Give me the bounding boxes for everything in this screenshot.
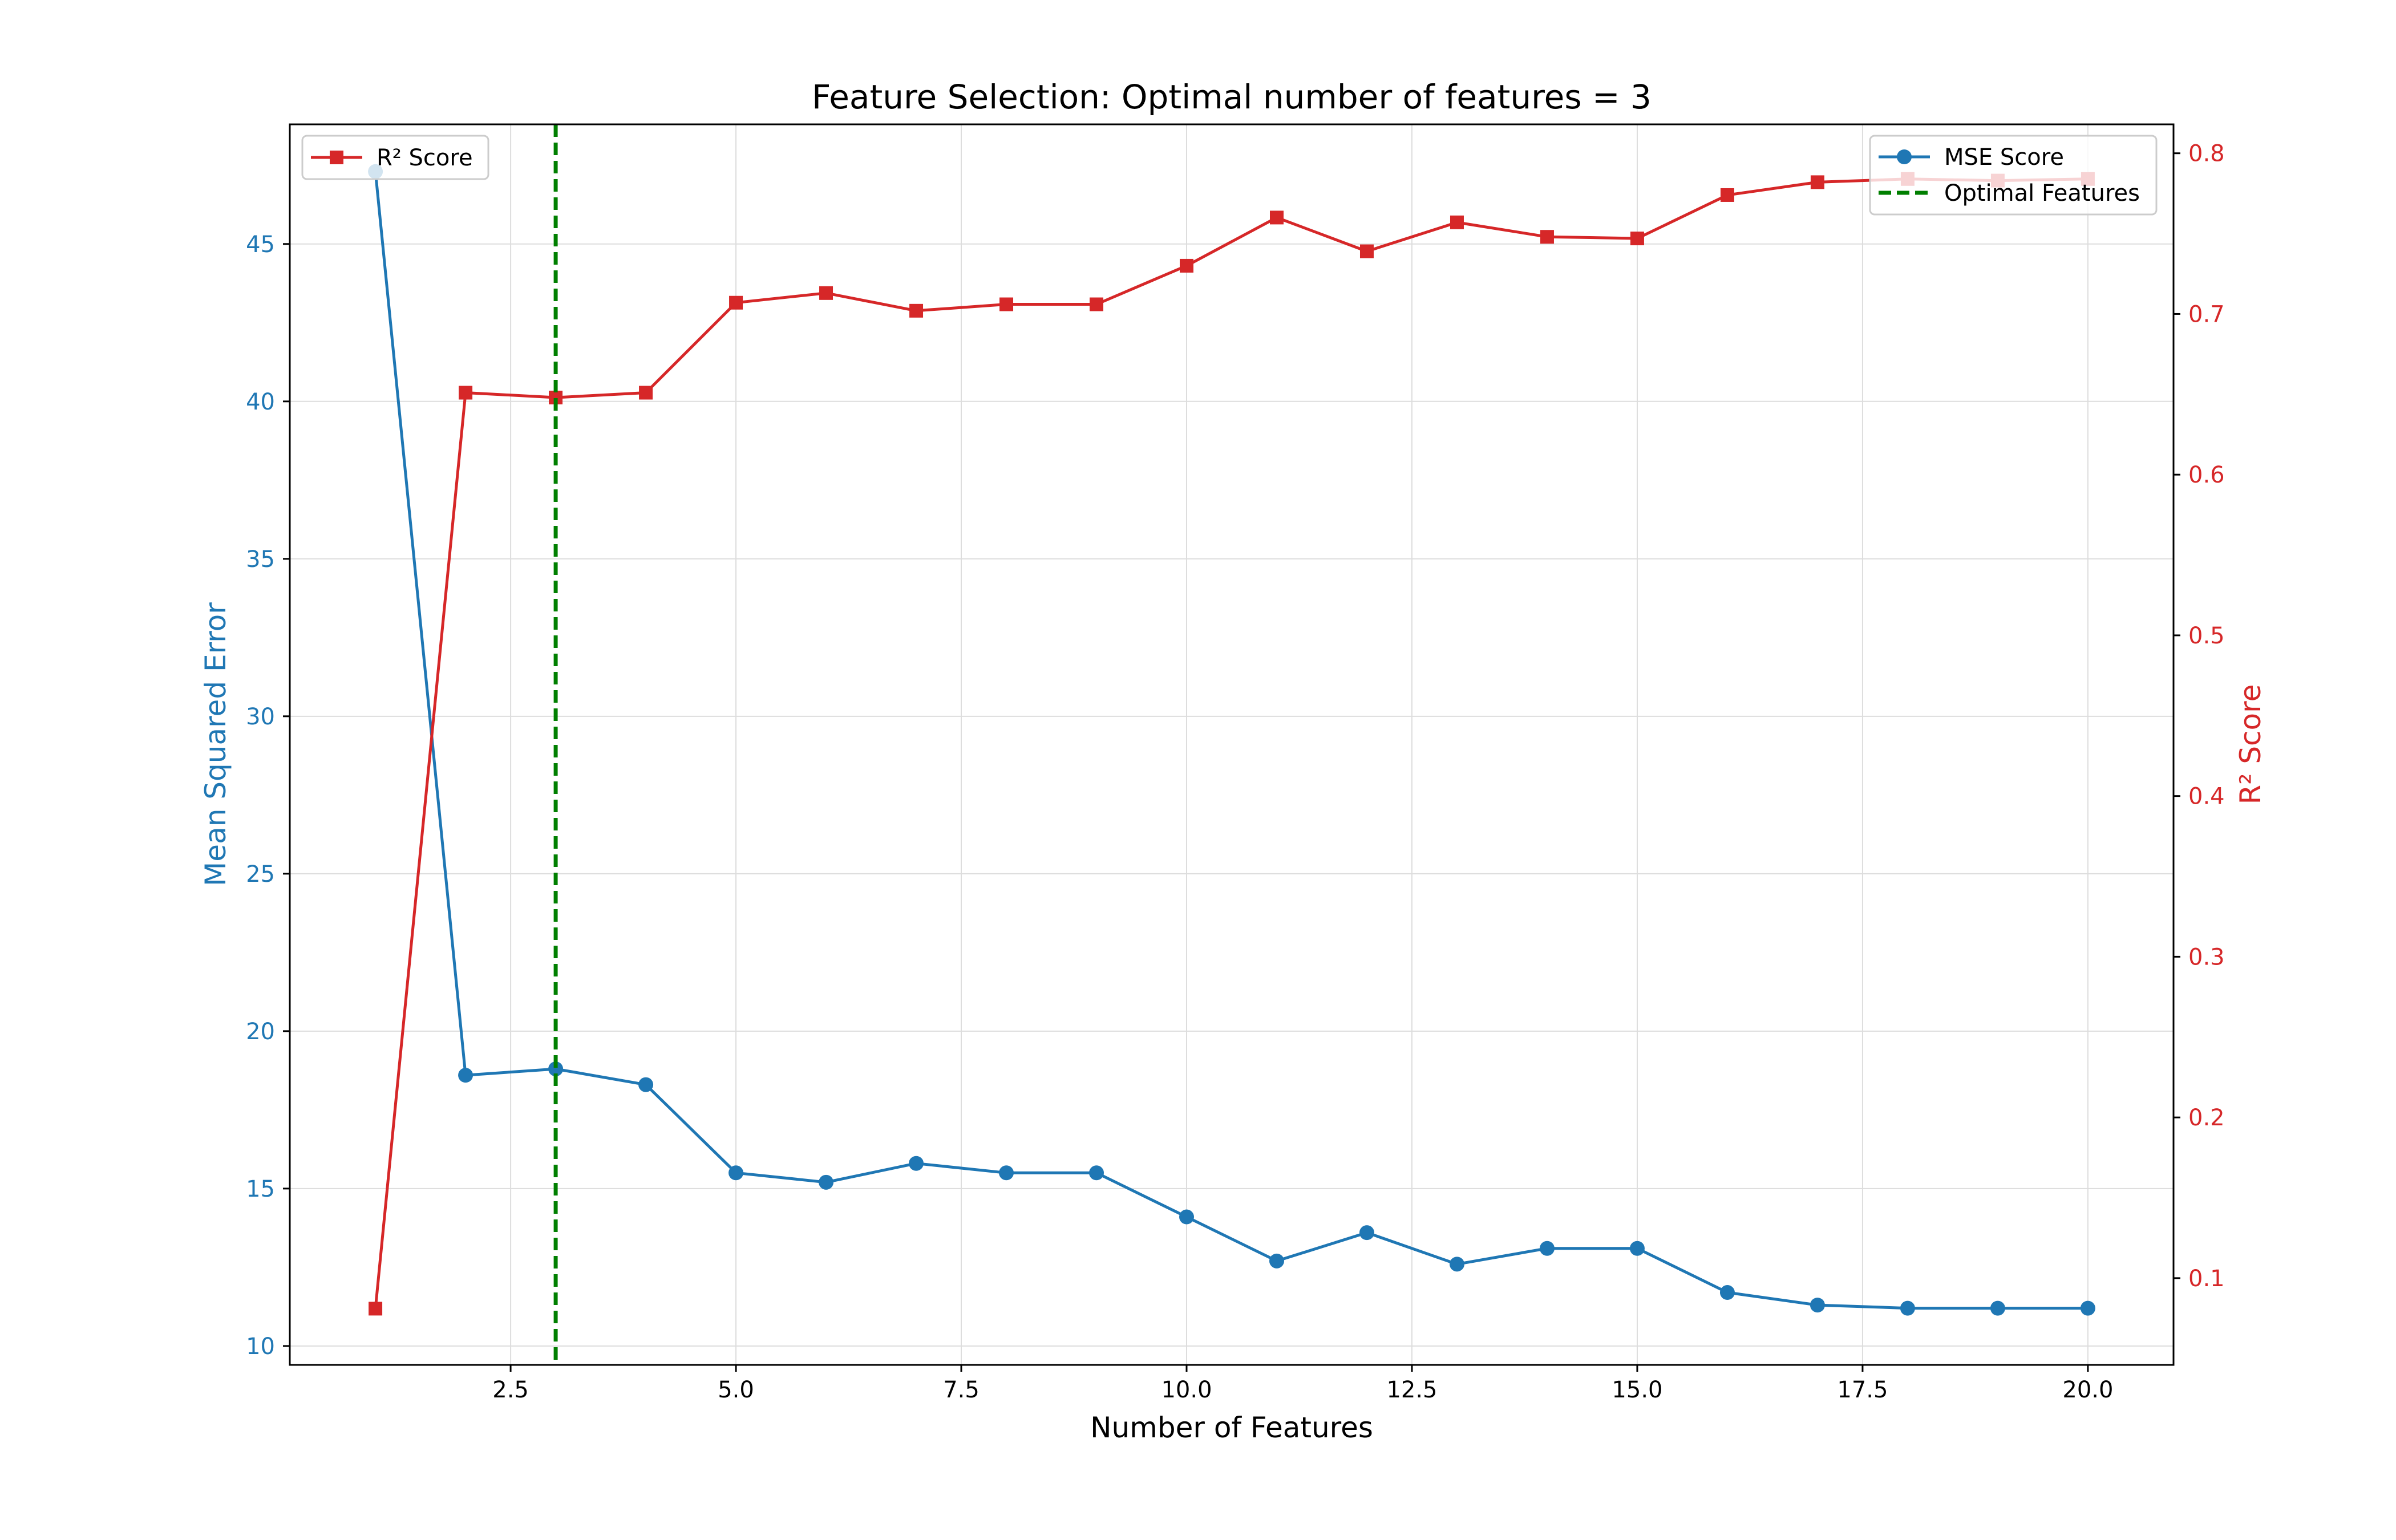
y2-tick-label: 0.5 [2188,623,2225,649]
mse-point [1269,1253,1284,1269]
legend-r2-label: R² Score [377,145,473,171]
mse-point [819,1174,834,1190]
y-tick-label: 30 [246,704,275,730]
legend-right: MSE Score Optimal Features [1869,135,2158,216]
r2-point [1269,210,1284,225]
y-tick-label: 35 [246,546,275,573]
y-tick-label: 25 [246,861,275,887]
y-tick-label: 10 [246,1334,275,1360]
r2-point [369,1302,383,1316]
y2-tick-label: 0.1 [2188,1266,2225,1292]
mse-point [728,1165,744,1181]
y2-tick-label: 0.4 [2188,784,2225,810]
y2-tick-label: 0.3 [2188,944,2225,970]
mse-point [1089,1165,1104,1181]
series-layer [368,124,2095,1365]
mse-point [1719,1285,1735,1300]
r2-point [819,286,833,300]
mse-point [548,1061,564,1077]
x-tick-label: 12.5 [1386,1377,1437,1403]
legend-mse-label: MSE Score [1944,144,2064,171]
legend-optimal-label: Optimal Features [1944,180,2140,206]
mse-point [1629,1241,1645,1256]
plot-frame [289,123,2175,1366]
r2-point [729,295,743,310]
mse-point [1810,1298,1825,1313]
grid-layer [290,124,2174,1365]
mse-point [1539,1241,1555,1256]
ticks-layer: 2.5 5.0 7.5 10.0 12.5 15.0 17.5 20.0 10 15 20 25 30 3… [246,141,2225,1403]
r2-series-line [374,177,2088,1309]
r2-point [639,386,653,400]
legend-r2-marker [330,151,343,164]
x-tick-label: 5.0 [718,1377,754,1403]
y-tick-label: 20 [246,1019,275,1045]
y2-axis-label: R² Score [2234,684,2267,805]
legend-mse-marker [1897,149,1912,164]
r2-point [999,297,1014,311]
x-axis-label: Number of Features [1090,1411,1373,1444]
mse-point [1179,1209,1195,1225]
mse-point [1990,1300,2005,1316]
r2-point [1720,188,1734,202]
y2-tick-label: 0.7 [2188,301,2225,327]
y-tick-label: 15 [246,1176,275,1202]
r2-point [1359,244,1374,258]
x-tick-label: 2.5 [492,1377,529,1403]
x-tick-label: 15.0 [1612,1377,1662,1403]
y2-tick-label: 0.8 [2188,141,2225,167]
legend-left: R² Score [301,135,489,180]
x-tick-label: 7.5 [943,1377,980,1403]
legend-left-box [301,135,489,180]
r2-point [909,303,924,318]
x-tick-label: 10.0 [1161,1377,1212,1403]
y-tick-label: 40 [246,389,275,415]
r2-point [1180,258,1194,273]
x-tick-label: 17.5 [1837,1377,1888,1403]
mse-point [1900,1300,1915,1316]
y-axis-label: Mean Squared Error [199,602,232,886]
mse-point [1449,1257,1464,1272]
r2-point [1090,297,1104,311]
mse-point [638,1077,654,1092]
mse-point [999,1165,1014,1181]
r2-point [1810,175,1824,189]
legend-right-box [1869,135,2158,216]
y2-tick-label: 0.6 [2188,462,2225,488]
r2-point [459,386,473,400]
mse-point [1359,1225,1374,1241]
mse-point [2080,1300,2095,1316]
r2-point [1450,215,1464,229]
y-tick-label: 45 [246,232,275,258]
y2-tick-label: 0.2 [2188,1105,2225,1131]
mse-point [458,1068,473,1083]
mse-point [909,1156,924,1171]
x-tick-label: 20.0 [2062,1377,2113,1403]
chart-title: Feature Selection: Optimal number of fea… [812,78,1652,116]
mse-series-line [374,171,2088,1310]
r2-point [1630,232,1644,246]
r2-point [1540,230,1554,244]
